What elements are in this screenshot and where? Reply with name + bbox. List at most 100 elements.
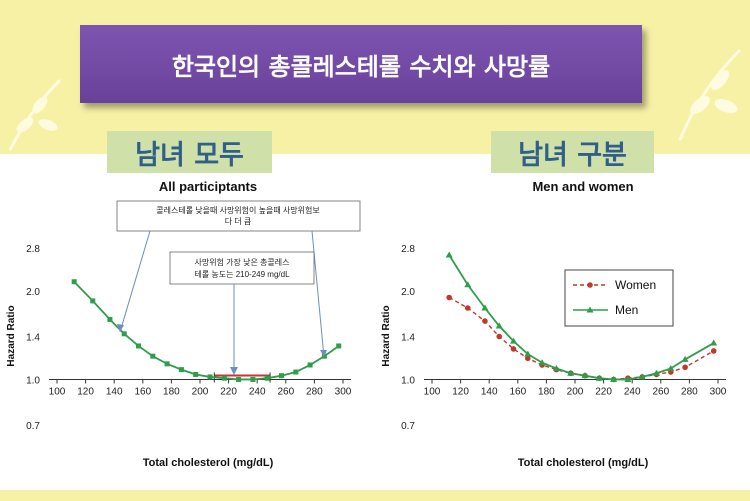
men-point [510, 337, 518, 344]
tag-both-sexes: 남녀 모두 [107, 131, 272, 173]
men-point [581, 372, 589, 379]
x-tick-label: 100 [49, 386, 66, 397]
chart-all-participants: All participtants Total cholesterol (mg/d… [6, 179, 361, 469]
x-tick-label: 220 [595, 386, 612, 397]
x-tick-label: 260 [652, 386, 669, 397]
tag-by-sex: 남녀 구분 [491, 131, 654, 173]
y-tick-label: 2.0 [401, 287, 415, 298]
women-point [446, 294, 452, 301]
x-tick-label: 180 [163, 386, 180, 397]
data-point [279, 373, 285, 379]
x-tick-label: 200 [192, 386, 209, 397]
men-point [610, 375, 618, 382]
x-axis-label: Total cholesterol (mg/dL) [143, 457, 274, 469]
data-point [193, 371, 199, 377]
men-point [481, 304, 489, 311]
men-point [638, 373, 646, 380]
men-point [710, 339, 718, 346]
women-point [510, 346, 517, 352]
data-point [264, 375, 270, 381]
data-point [236, 376, 242, 382]
y-tick-label: 1.0 [26, 375, 40, 386]
data-point [107, 316, 113, 322]
x-tick-label: 160 [509, 386, 526, 397]
data-point [221, 375, 227, 381]
x-tick-label: 300 [710, 386, 727, 397]
x-tick-label: 220 [220, 386, 237, 397]
tag-both-sexes-label: 남녀 모두 [135, 139, 244, 171]
annotation-text: 다 더 큼 [225, 217, 252, 226]
legend-box [564, 269, 674, 327]
x-tick-label: 240 [249, 386, 266, 397]
leaf-decoration-left [8, 78, 62, 151]
y-axis-label: Hazard Ratio [6, 305, 17, 366]
x-tick-label: 240 [624, 386, 641, 397]
women-point [710, 348, 717, 354]
women-point [525, 355, 531, 362]
series-0-line [73, 281, 340, 381]
men-point [495, 322, 503, 329]
data-point [207, 374, 213, 380]
women-point [496, 333, 503, 340]
men-point [538, 359, 546, 366]
x-tick-label: 140 [481, 386, 498, 397]
data-point [121, 331, 127, 337]
data-point [90, 298, 96, 304]
annotation-arrow-left [119, 230, 151, 333]
men-point [464, 281, 472, 288]
x-tick-label: 280 [306, 386, 323, 397]
data-point [293, 369, 299, 375]
chart-men-and-women: Men and women Total cholesterol (mg/dL) Ha… [381, 179, 727, 469]
y-tick-label: 0.7 [401, 421, 415, 432]
bottom-strip [0, 490, 750, 501]
data-point [250, 376, 256, 382]
y-tick-label: 2.0 [26, 287, 40, 298]
annotation-arrow-right [311, 230, 325, 358]
x-tick-label: 180 [538, 386, 555, 397]
men-point [667, 364, 675, 371]
data-point [150, 353, 156, 359]
x-tick-label: 200 [567, 386, 584, 397]
annotation-text: 테롤 농도는 210-249 mg/dL [194, 270, 290, 279]
x-tick-label: 140 [106, 386, 123, 397]
y-tick-label: 0.7 [26, 421, 40, 432]
data-point [307, 362, 313, 368]
arrowhead [117, 324, 124, 332]
men-point [624, 375, 632, 382]
men-point [445, 251, 453, 258]
men-point [524, 350, 532, 357]
legend-marker-women [587, 282, 593, 288]
y-tick-label: 1.4 [401, 333, 415, 344]
x-tick-label: 160 [134, 386, 151, 397]
y-axis-label: Hazard Ratio [381, 305, 392, 366]
x-tick-label: 120 [77, 386, 94, 397]
arrowhead [320, 350, 327, 357]
data-point [178, 367, 184, 373]
y-tick-label: 1.4 [26, 333, 40, 344]
legend-label-men: Men [615, 303, 638, 317]
data-point [136, 343, 142, 349]
legend-label-women: Women [615, 278, 656, 292]
leaf-decoration-right [678, 48, 742, 141]
men-point [595, 374, 603, 381]
women-point [682, 364, 688, 371]
x-tick-label: 260 [277, 386, 294, 397]
women-point [464, 305, 471, 311]
chart-title: Men and women [532, 179, 633, 194]
page-title-banner: 한국인의 총콜레스테롤 수치와 사망률 [80, 25, 642, 103]
x-tick-label: 280 [681, 386, 698, 397]
annotation-box [169, 251, 315, 285]
y-tick-label: 1.0 [401, 375, 415, 386]
data-point [71, 279, 77, 285]
x-tick-label: 100 [424, 386, 441, 397]
men-point [567, 369, 575, 376]
x-tick-label: 300 [335, 386, 352, 397]
y-tick-label: 2.8 [401, 244, 415, 255]
y-tick-label: 2.8 [26, 244, 40, 255]
men-point [653, 369, 661, 376]
tag-by-sex-label: 남녀 구분 [518, 139, 627, 171]
chart-legend: Women Men [564, 269, 674, 327]
arrowhead [230, 367, 238, 375]
chart-title: All participtants [159, 179, 257, 194]
